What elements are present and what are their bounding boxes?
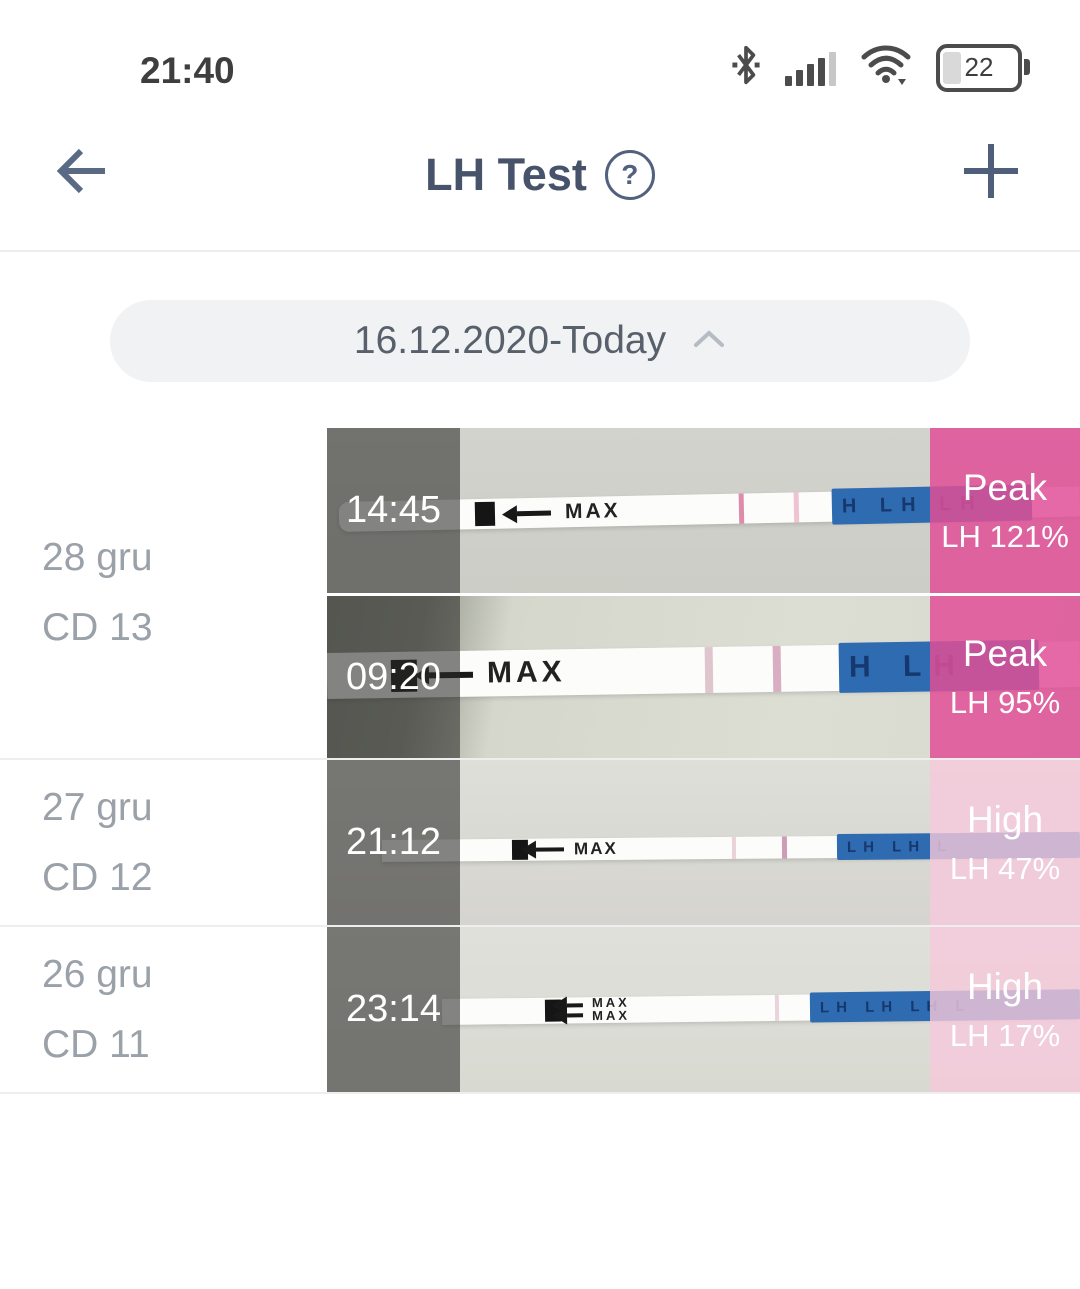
control-line: [781, 836, 788, 859]
clock: 21:40: [140, 50, 235, 91]
date-label: 28 gru: [42, 536, 153, 579]
result-level: High: [966, 798, 1044, 840]
entry-time-overlay: 21:12: [327, 760, 460, 925]
entries-column: MAX LH LH L 21:12 High LH 47%: [327, 760, 1080, 925]
status-bar: 21:40: [0, 0, 1080, 100]
test-line: [731, 836, 737, 859]
result-value: LH 47%: [949, 850, 1061, 886]
result-value: LH 95%: [949, 685, 1061, 720]
lh-test-entry[interactable]: MAX LH LH L 21:12 High LH 47%: [327, 760, 1080, 925]
max-label: MAX: [591, 1007, 631, 1024]
date-label: 27 gru: [42, 785, 153, 829]
test-line: [704, 646, 714, 694]
date-label: 26 gru: [42, 952, 153, 996]
max-arrow-icon: [516, 510, 552, 517]
control-line: [793, 492, 800, 523]
max-arrow-icon: [567, 1013, 584, 1018]
entry-time-overlay: 23:14: [327, 927, 460, 1092]
cycle-day-label: CD 11: [42, 1022, 150, 1066]
entry-time: 23:14: [345, 988, 442, 1030]
max-arrow-icon: [535, 847, 565, 852]
battery-icon: 22: [936, 43, 1030, 92]
entry-time-overlay: 09:20: [327, 596, 460, 758]
date-column: 27 gru CD 12: [0, 760, 327, 925]
header: LH Test ?: [0, 100, 1080, 252]
result-level: Peak: [962, 633, 1048, 674]
entry-time-overlay: 14:45: [327, 428, 460, 593]
result-level: Peak: [962, 466, 1048, 508]
result-badge: Peak LH 95%: [930, 596, 1080, 758]
date-range-label: 16.12.2020-Today: [353, 319, 667, 362]
result-value: LH 121%: [941, 518, 1069, 554]
test-line: [774, 994, 780, 1021]
test-line: [738, 493, 745, 524]
add-test-button[interactable]: [958, 138, 1024, 204]
lh-test-entry[interactable]: MAX MAX LH LH LH L 23:14 High LH 17%: [327, 927, 1080, 1092]
chevron-up-icon: [692, 328, 726, 355]
max-label: MAX: [564, 499, 621, 524]
result-value: LH 17%: [949, 1017, 1061, 1053]
signal-strength-icon: [785, 50, 836, 86]
date-group: 27 gru CD 12 MAX LH LH L: [0, 758, 1080, 925]
max-arrow-icon: [566, 1003, 583, 1008]
entry-time: 14:45: [345, 489, 442, 531]
control-line: [772, 645, 782, 692]
result-badge: High LH 47%: [930, 760, 1080, 925]
result-level: High: [966, 965, 1044, 1007]
result-badge: High LH 17%: [930, 927, 1080, 1092]
result-badge: Peak LH 121%: [930, 428, 1080, 593]
bluetooth-icon: [731, 44, 761, 91]
entry-time: 09:20: [345, 655, 442, 698]
strip-marker: [474, 501, 496, 527]
date-range-filter[interactable]: 16.12.2020-Today: [110, 300, 970, 382]
lh-test-list: 28 gru CD 13 MAX H LH LH: [0, 428, 1080, 1094]
date-group: 28 gru CD 13 MAX H LH LH: [0, 428, 1080, 758]
max-label: MAX: [486, 655, 566, 690]
lh-test-entry[interactable]: MAX H LH 09:20 Peak LH 95%: [327, 593, 1080, 758]
date-column: 28 gru CD 13: [0, 428, 327, 758]
date-group: 26 gru CD 11 MAX MAX LH LH LH L: [0, 925, 1080, 1092]
title-wrap: LH Test ?: [425, 149, 655, 201]
entry-time: 21:12: [345, 821, 442, 863]
battery-percent: 22: [964, 52, 994, 82]
status-icons: 22: [731, 43, 1030, 92]
page-title: LH Test: [425, 149, 587, 200]
help-glyph: ?: [621, 159, 639, 190]
help-icon[interactable]: ?: [604, 150, 655, 200]
entries-column: MAX H LH LH 14:45 Peak LH 121%: [327, 428, 1080, 758]
wifi-icon: [860, 43, 912, 92]
back-button[interactable]: [48, 136, 118, 206]
date-column: 26 gru CD 11: [0, 927, 327, 1092]
max-label: MAX: [573, 838, 618, 859]
lh-test-entry[interactable]: MAX H LH LH 14:45 Peak LH 121%: [327, 428, 1080, 593]
cycle-day-label: CD 12: [42, 855, 153, 899]
cycle-day-label: CD 13: [42, 606, 153, 649]
entries-column: MAX MAX LH LH LH L 23:14 High LH 17%: [327, 927, 1080, 1092]
